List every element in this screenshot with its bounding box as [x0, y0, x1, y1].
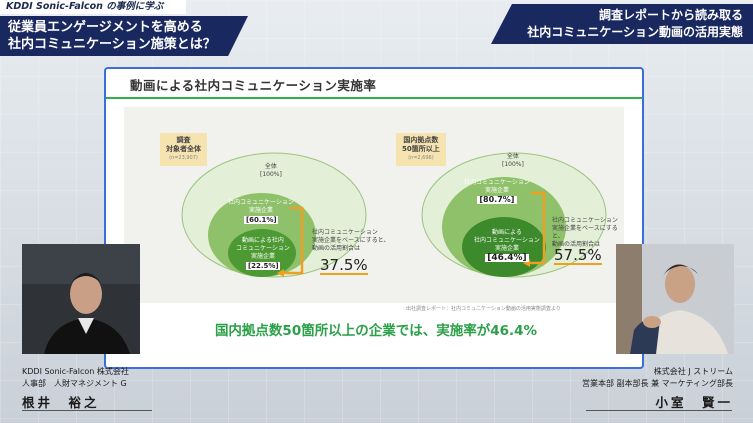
header-subtitle: KDDI Sonic-Falcon の事例に学ぶ: [0, 0, 186, 14]
right-outer-text: 全体 [100%]: [502, 153, 524, 168]
right-speaker-video: [616, 244, 734, 354]
left-name-underline: [22, 410, 152, 411]
right-speaker-image: [616, 244, 734, 354]
header-right-line1: 調査レポートから読み取る: [598, 8, 743, 22]
left-speaker-dept: 人事部 人財マネジメント G: [22, 379, 127, 388]
right-arrow: [530, 191, 546, 265]
left-inner-text: 動画による社内 コミュニケーション 実施企業 [22.5%]: [236, 237, 290, 270]
slide-summary: 国内拠点数50箇所以上の企業では、実施率が46.4%: [214, 323, 538, 339]
venn-diagrams: [181, 152, 607, 278]
right-speaker-dept: 営業本部 副本部長 兼 マーケティング部長: [582, 379, 733, 388]
header-title-line1: 従業員エンゲージメントを高める: [8, 20, 203, 35]
slide-title-underline: [106, 97, 642, 99]
source-note: 出社調査レポート：社内コミュニケーション動画の活用実態調査より: [406, 306, 561, 312]
header-right: 調査レポートから読み取る 社内コミュニケーション動画の活用実態: [483, 0, 753, 44]
right-inner-text: 動画による 社内コミュニケーション 実施企業 [46.4%]: [474, 229, 540, 263]
header-left: KDDI Sonic-Falcon の事例に学ぶ 従業員エンゲージメントを高める…: [0, 0, 272, 56]
left-group-label: 調査 対象者全体 (n=23,907): [160, 133, 207, 166]
left-middle-text: 社内コミュニケーション 実施企業 [60.1%]: [228, 199, 294, 224]
left-arrowhead: [277, 269, 284, 277]
right-speaker-company: 株式会社 J ストリーム: [653, 367, 733, 376]
right-name-underline: [586, 410, 732, 411]
left-note: 社内コミュニケーション 実施企業をベースにすると、 動画の活用割合は: [312, 229, 390, 252]
diagram-panel: 調査 対象者全体 (n=23,907) 全体 [100%] 社内コミュニケーショ…: [124, 107, 624, 303]
left-speaker-name: 根井 裕之: [22, 395, 100, 410]
right-speaker-name: 小室 賢一: [655, 395, 733, 410]
left-speaker-video: [22, 244, 140, 354]
left-speaker-image: [22, 244, 140, 354]
header-title-line2: 社内コミュニケーション施策とは？: [8, 37, 216, 52]
presentation-slide: 動画による社内コミュニケーション実施率 調査 対象者全体 (n=23,907) …: [104, 67, 644, 369]
right-rate: 57.5%: [554, 246, 602, 265]
header-right-title: 調査レポートから読み取る 社内コミュニケーション動画の活用実態: [491, 4, 753, 44]
slide-title: 動画による社内コミュニケーション実施率: [130, 78, 377, 93]
right-note: 社内コミュニケーション 実施企業をベースにすると、 動画の活用割合は: [552, 217, 618, 248]
right-group-label: 国内拠点数 50箇所以上 (n=2,696): [396, 133, 446, 166]
header-right-line2: 社内コミュニケーション動画の活用実態: [527, 25, 743, 39]
left-speaker-company: KDDI Sonic-Falcon 株式会社: [22, 367, 129, 376]
left-arrow: [284, 206, 304, 275]
left-rate: 37.5%: [320, 256, 368, 275]
right-middle-text: 社内コミュニケーション 実施企業 [80.7%]: [464, 179, 530, 204]
left-outer-text: 全体 [100%]: [260, 163, 282, 178]
header-title: 従業員エンゲージメントを高める 社内コミュニケーション施策とは？: [0, 16, 248, 56]
